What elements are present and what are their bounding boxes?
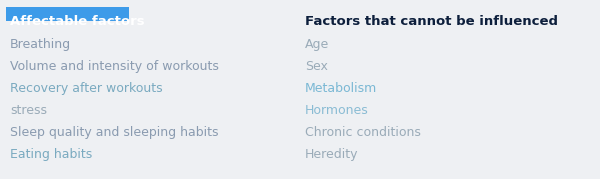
Text: stress: stress [10, 104, 47, 117]
Text: Affectable factors: Affectable factors [10, 15, 145, 28]
Text: Metabolism: Metabolism [305, 82, 377, 95]
Text: Sleep quality and sleeping habits: Sleep quality and sleeping habits [10, 126, 218, 139]
Text: Eating habits: Eating habits [10, 148, 92, 161]
FancyBboxPatch shape [6, 7, 128, 21]
Text: Heredity: Heredity [305, 148, 359, 161]
Text: Age: Age [305, 38, 329, 51]
Text: Sex: Sex [305, 60, 328, 73]
Text: Chronic conditions: Chronic conditions [305, 126, 421, 139]
Text: Breathing: Breathing [10, 38, 71, 51]
Text: Recovery after workouts: Recovery after workouts [10, 82, 163, 95]
Text: Hormones: Hormones [305, 104, 369, 117]
Text: Volume and intensity of workouts: Volume and intensity of workouts [10, 60, 219, 73]
Text: Factors that cannot be influenced: Factors that cannot be influenced [305, 15, 558, 28]
